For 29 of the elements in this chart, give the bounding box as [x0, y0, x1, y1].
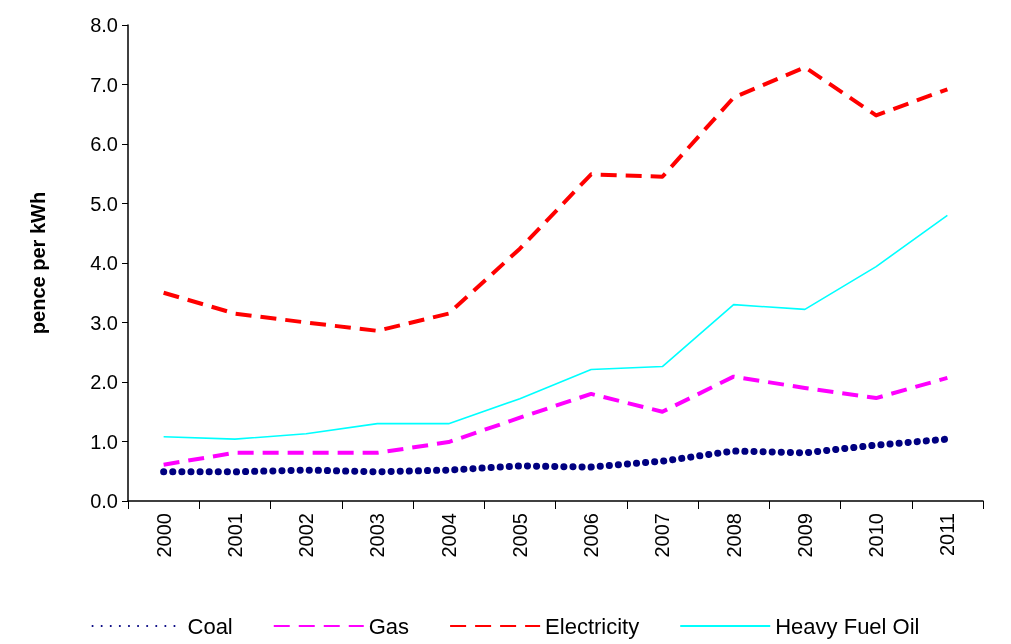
- line-series: [162, 214, 949, 440]
- y-tick-label: 8.0: [90, 14, 118, 36]
- x-tick-label: 2003: [366, 513, 389, 558]
- x-tick-label: 2002: [295, 513, 318, 558]
- line-series: [161, 65, 950, 333]
- x-tick-label: 2008: [722, 513, 745, 558]
- legend-label: Coal: [187, 613, 233, 639]
- x-tick-label: 2007: [651, 513, 674, 558]
- legend-label: Gas: [368, 613, 410, 639]
- x-tick-label: 2011: [936, 513, 959, 557]
- y-tick-label: 4.0: [90, 252, 118, 274]
- x-tick-label: 2009: [793, 513, 816, 558]
- x-tick-label: 2001: [223, 513, 246, 558]
- x-tick-label: 2010: [865, 513, 888, 558]
- y-tick-label: 0.0: [90, 490, 118, 512]
- legend-label: Heavy Fuel Oil: [775, 613, 920, 639]
- x-tick-label: 2005: [508, 513, 531, 558]
- x-tick-label: 2006: [580, 513, 603, 558]
- line-series: [161, 374, 950, 467]
- y-tick-label: 2.0: [90, 371, 118, 393]
- y-tick-label: 1.0: [90, 430, 118, 453]
- x-tick-label: 2000: [152, 513, 175, 558]
- y-tick-label: 6.0: [90, 133, 118, 155]
- y-axis-title: pence per kWh: [27, 191, 49, 335]
- y-tick-label: 7.0: [90, 73, 118, 96]
- y-tick-label: 3.0: [90, 311, 118, 334]
- y-tick-label: 5.0: [90, 192, 118, 215]
- x-tick-label: 2004: [437, 513, 460, 558]
- legend-label: Electricity: [545, 613, 640, 639]
